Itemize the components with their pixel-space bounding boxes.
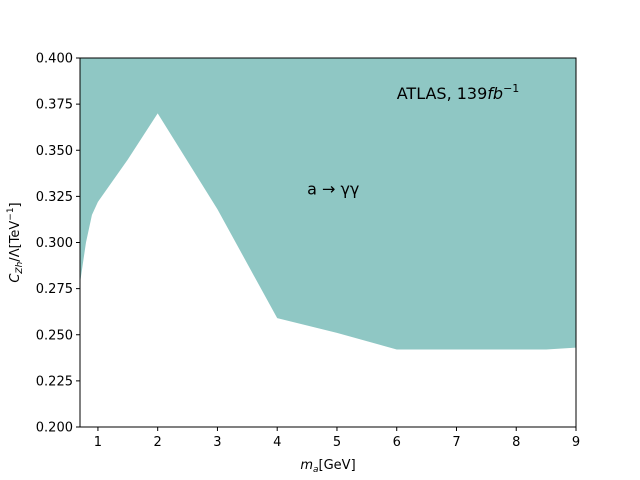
x-tick-label: 1 [94,435,102,450]
x-tick-label: 3 [213,435,221,450]
y-axis-label: CZh/Λ[TeV−1] [6,202,25,282]
x-tick-label: 4 [273,435,281,450]
y-tick-label: 0.325 [36,190,73,205]
x-axis-label: ma[GeV] [300,458,355,475]
y-tick-label: 0.375 [36,98,73,113]
axis-ticks: 1 2 3 4 5 6 7 8 9 0.200 0.225 0.250 0.275 0.300 0.325 0… [36,52,580,451]
y-tick-label: 0.250 [36,328,73,343]
x-tick-label: 6 [393,435,401,450]
y-tick-label: 0.300 [36,236,73,251]
y-tick-label: 0.400 [36,52,73,67]
y-tick-label: 0.275 [36,282,73,297]
plot-area [80,58,576,350]
x-tick-label: 7 [452,435,460,450]
x-tick-label: 2 [154,435,162,450]
x-tick-label: 5 [333,435,341,450]
excluded-region-fill [80,58,576,350]
atlas-label: ATLAS, 139fb−1 [397,82,520,103]
x-tick-label: 8 [512,435,520,450]
y-tick-label: 0.225 [36,374,73,389]
axes-frame [79,57,577,428]
decay-channel-label: a → γγ [307,180,359,199]
y-tick-label: 0.200 [36,421,73,436]
x-tick-label: 9 [572,435,580,450]
y-tick-label: 0.350 [36,144,73,159]
